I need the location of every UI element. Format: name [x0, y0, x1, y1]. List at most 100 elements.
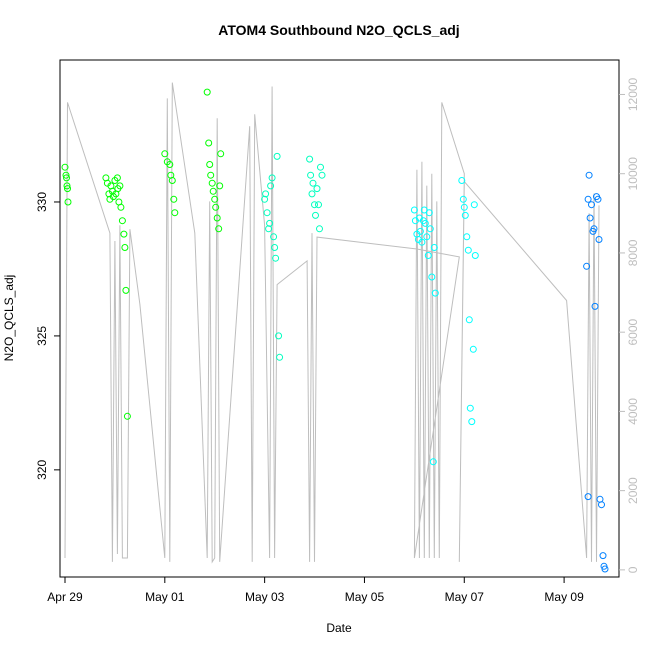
point-s1-8: [271, 244, 279, 251]
point-s0-30: [170, 195, 178, 203]
point-s2-19: [459, 195, 467, 203]
point-s2-18: [458, 177, 466, 184]
point-s0-25: [161, 150, 169, 158]
point-s1-18: [312, 211, 319, 219]
point-s1-21: [316, 225, 323, 233]
point-s0-4: [64, 185, 71, 193]
point-s2-23: [464, 246, 472, 254]
point-s2-14: [428, 273, 436, 281]
point-s2-13: [426, 225, 434, 233]
point-s2-29: [471, 252, 479, 259]
point-s2-24: [465, 316, 473, 324]
point-s1-5: [267, 182, 275, 190]
point-s2-27: [469, 345, 477, 353]
y-tick-label-2: 330: [35, 192, 49, 212]
point-s2-28: [470, 201, 478, 209]
point-s1-13: [306, 155, 314, 163]
point-s1-10: [273, 152, 281, 160]
point-s1-22: [317, 163, 324, 171]
point-s1-12: [276, 353, 284, 361]
point-s2-15: [429, 458, 437, 466]
point-s3-7: [591, 302, 599, 310]
point-s0-15: [113, 174, 121, 182]
point-s2-12: [425, 209, 433, 217]
point-s1-4: [266, 219, 274, 227]
plot-frame: [59, 59, 620, 578]
point-s2-25: [466, 404, 474, 412]
point-s0-32: [203, 88, 211, 96]
y2-tick-label-0: 0: [626, 566, 640, 573]
point-s2-16: [430, 244, 438, 251]
y2-tick-label-2: 4000: [626, 398, 640, 425]
y2-tick-label-5: 10000: [626, 157, 640, 191]
y-tick-label-0: 320: [35, 460, 49, 480]
x-tick-label-5: May 09: [544, 590, 584, 604]
point-s3-1: [584, 195, 592, 203]
point-s2-26: [468, 418, 476, 426]
point-s2-17: [431, 289, 439, 297]
point-s3-0: [583, 262, 591, 270]
point-s2-11: [424, 252, 432, 259]
point-s0-33: [205, 139, 213, 147]
point-s2-21: [461, 211, 469, 219]
point-s2-22: [463, 233, 471, 241]
chart-title: ATOM4 Southbound N2O_QCLS_adj: [218, 22, 459, 38]
point-s0-18: [116, 182, 124, 190]
y2-tick-label-6: 12000: [626, 77, 640, 111]
point-s3-13: [599, 552, 607, 560]
point-s2-0: [410, 206, 418, 214]
point-s0-0: [61, 163, 69, 171]
x-tick-label-4: May 07: [445, 590, 485, 604]
y2-tick-label-1: 2000: [626, 477, 640, 504]
point-s3-12: [598, 501, 605, 509]
point-s1-14: [307, 171, 315, 179]
point-s3-6: [590, 225, 598, 233]
point-s1-15: [308, 190, 316, 198]
point-s0-35: [207, 171, 215, 179]
point-s0-2: [63, 174, 70, 182]
altitude-line: [64, 82, 600, 564]
y2-tick-label-4: 8000: [626, 239, 640, 266]
point-s1-9: [272, 254, 280, 262]
point-s3-3: [586, 214, 594, 222]
point-s0-21: [120, 230, 128, 238]
point-s1-19: [313, 185, 321, 193]
point-s3-9: [594, 195, 602, 203]
point-s1-23: [318, 171, 326, 179]
point-s0-39: [212, 203, 220, 211]
x-tick-label-0: Apr 29: [47, 590, 83, 604]
point-s2-20: [460, 203, 468, 211]
point-s0-24: [123, 412, 131, 420]
point-s3-2: [585, 171, 593, 179]
point-s0-1: [62, 171, 70, 179]
point-s0-42: [216, 182, 224, 190]
point-s3-10: [595, 236, 603, 243]
point-s3-16: [584, 493, 592, 501]
point-s2-5: [416, 227, 424, 235]
point-s0-43: [217, 150, 225, 158]
point-s3-15: [601, 565, 609, 573]
point-s1-17: [311, 201, 318, 209]
point-s0-3: [63, 182, 71, 190]
point-s0-38: [211, 195, 219, 203]
point-s2-6: [418, 238, 426, 246]
point-s0-19: [117, 203, 125, 211]
point-s0-29: [168, 177, 176, 184]
point-s0-36: [208, 179, 216, 187]
x-axis-label: Date: [326, 621, 352, 635]
point-s0-31: [171, 209, 179, 217]
point-s0-5: [64, 198, 72, 206]
point-s0-22: [121, 244, 129, 251]
y2-tick-label-3: 6000: [626, 318, 640, 345]
point-s0-37: [209, 187, 217, 195]
point-s0-40: [213, 214, 221, 222]
point-s0-27: [166, 161, 174, 168]
point-s1-2: [263, 209, 271, 217]
x-tick-label-1: May 01: [145, 590, 185, 604]
point-s0-23: [122, 286, 130, 294]
point-s1-1: [262, 190, 270, 198]
plot-area: Apr 29 May 01 May 03 May 05 May 07 May 09 320 3…: [35, 59, 640, 604]
y-tick-label-1: 325: [35, 326, 49, 346]
point-s0-34: [206, 161, 214, 168]
